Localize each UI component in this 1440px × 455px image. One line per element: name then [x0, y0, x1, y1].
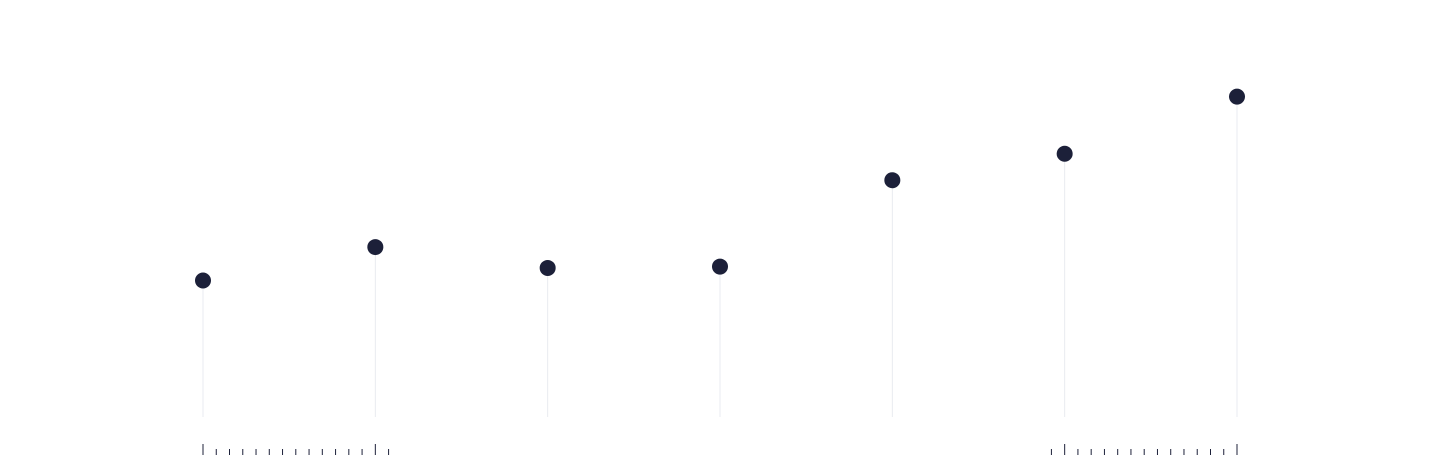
- data-point-6: [1056, 145, 1073, 162]
- data-point-3: [539, 259, 556, 276]
- data-point-4: [712, 258, 728, 275]
- data-point-5: [884, 172, 901, 189]
- data-point-7: [1229, 88, 1245, 105]
- data-point-2: [367, 239, 384, 256]
- x-axis-ticks: [202, 444, 1238, 455]
- data-point-1: [195, 272, 211, 289]
- data-points: [195, 88, 1245, 289]
- stems: [202, 96, 1238, 417]
